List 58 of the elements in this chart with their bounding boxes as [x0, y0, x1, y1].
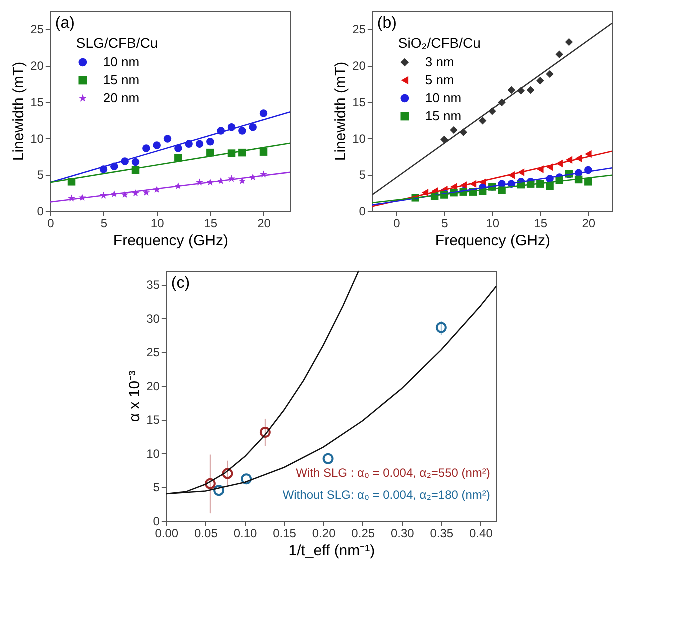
y-tick-label: 0 — [37, 204, 44, 218]
x-tick-label: 0.30 — [390, 526, 415, 540]
x-tick-label: 0.15 — [273, 526, 297, 540]
x-tick-label: 15 — [204, 216, 218, 230]
x-tick-label: 0.10 — [234, 526, 258, 540]
y-tick-label: 15 — [146, 413, 160, 428]
legend-label: 15 nm — [103, 72, 140, 88]
chart-title: (c) — [171, 275, 190, 292]
legend-title: SiO₂/CFB/Cu — [398, 35, 481, 51]
x-tick-label: 0 — [48, 216, 55, 230]
x-tick-label: 0.20 — [312, 526, 336, 540]
y-tick-label: 15 — [352, 95, 366, 110]
y-tick-label: 5 — [359, 168, 366, 182]
legend-label: 15 nm — [425, 108, 462, 124]
annotation: Without SLG: α₀ = 0.004, α₂=180 (nm²) — [282, 488, 490, 502]
legend-label: 5 nm — [425, 72, 454, 88]
annotation: With SLG : α₀ = 0.004, α₂=550 (nm²) — [296, 466, 490, 480]
y-tick-label: 30 — [146, 312, 160, 326]
x-tick-label: 20 — [258, 216, 272, 230]
x-axis-title: Frequency (GHz) — [113, 232, 228, 250]
legend-label: 10 nm — [425, 90, 462, 106]
x-tick-label: 5 — [100, 216, 108, 230]
x-tick-label: 15 — [534, 216, 548, 230]
y-tick-label: 25 — [352, 22, 366, 37]
x-tick-label: 5 — [442, 216, 449, 230]
x-tick-label: 10 — [486, 216, 500, 230]
y-tick-label: 5 — [153, 480, 160, 495]
x-tick-label: 0.40 — [470, 526, 494, 540]
y-tick-label: 10 — [352, 132, 366, 146]
legend-label: 10 nm — [103, 54, 140, 70]
x-tick-label: 0.00 — [155, 526, 179, 540]
x-tick-label: 20 — [582, 216, 596, 230]
y-tick-label: 20 — [146, 379, 160, 394]
chart-title: (b) — [377, 15, 397, 32]
y-axis-title: α x 10⁻³ — [126, 370, 144, 422]
y-tick-label: 20 — [30, 59, 44, 74]
chart-title: (a) — [55, 15, 75, 32]
x-tick-label: 0.05 — [194, 526, 218, 540]
legend-label: 3 nm — [425, 54, 454, 70]
legend-label: 20 nm — [103, 90, 140, 106]
x-tick-label: 0.25 — [352, 526, 376, 540]
y-tick-label: 25 — [30, 22, 44, 37]
legend-title: SLG/CFB/Cu — [76, 35, 158, 51]
y-tick-label: 0 — [153, 514, 160, 528]
x-axis-title: 1/t_eff (nm⁻¹) — [288, 542, 376, 560]
y-tick-label: 5 — [37, 168, 44, 182]
y-tick-label: 35 — [146, 278, 160, 292]
x-tick-label: 0 — [394, 216, 401, 230]
y-tick-label: 15 — [30, 95, 44, 110]
x-tick-label: 0.35 — [430, 526, 454, 540]
y-tick-label: 25 — [146, 346, 160, 360]
y-axis-title: Linewidth (mT) — [332, 62, 350, 162]
y-tick-label: 20 — [352, 59, 366, 74]
x-axis-title: Frequency (GHz) — [435, 232, 550, 250]
y-tick-label: 0 — [359, 204, 366, 218]
y-tick-label: 10 — [30, 132, 44, 146]
y-axis-title: Linewidth (mT) — [10, 62, 28, 162]
y-tick-label: 10 — [146, 446, 160, 461]
